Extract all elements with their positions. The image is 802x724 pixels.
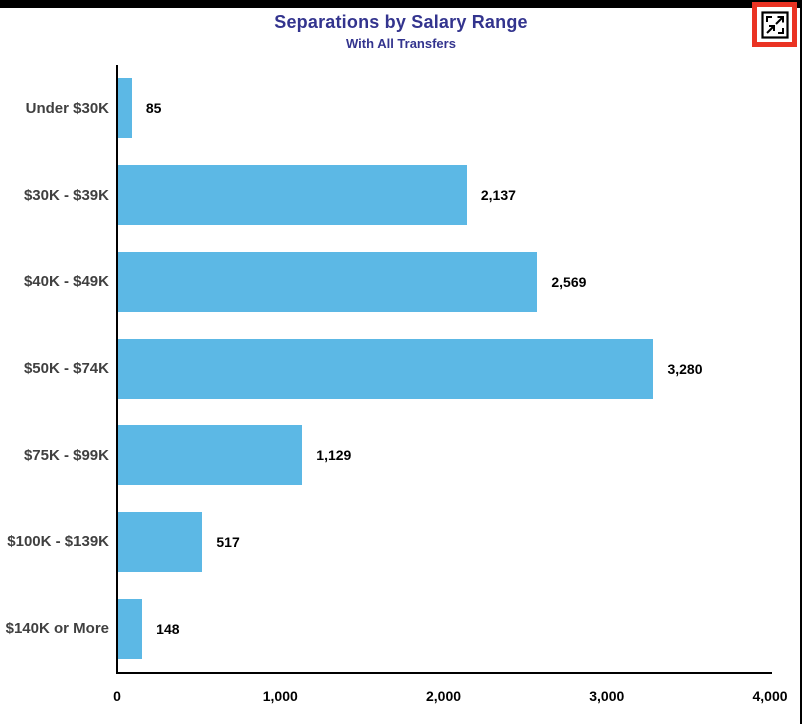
- bar-value-label: 85: [145, 100, 162, 117]
- category-label: $50K - $74K: [23, 360, 109, 378]
- y-axis-line: [116, 65, 118, 674]
- bar[interactable]: [118, 251, 538, 312]
- bar-row: 3,280: [118, 325, 771, 412]
- x-tick-label: 1,000: [262, 688, 298, 704]
- y-axis-category-labels: Under $30K $30K - $39K $40K - $49K $50K - $…: [0, 65, 109, 672]
- bar-value-label: 3,280: [667, 360, 703, 377]
- bar-value-label: 2,569: [551, 273, 587, 290]
- bar-row: 2,137: [118, 152, 771, 239]
- x-tick-label: 2,000: [425, 688, 462, 704]
- x-tick-label: 3,000: [589, 688, 625, 704]
- bars-container: 85 2,137 2,569 3,280 1,129 517 148: [118, 65, 771, 672]
- bar[interactable]: [118, 511, 203, 572]
- bar-row: 517: [118, 499, 771, 586]
- chart-title: Separations by Salary Range: [274, 12, 528, 32]
- focus-mode-icon: [760, 10, 789, 39]
- window-top-bar: [0, 0, 802, 8]
- bar-row: 85: [118, 65, 771, 152]
- x-axis-line: [116, 672, 772, 674]
- window-right-border: [800, 0, 802, 724]
- category-label: Under $30K: [25, 99, 109, 117]
- category-label: $30K - $39K: [23, 186, 109, 204]
- focus-mode-button[interactable]: [752, 2, 797, 47]
- x-tick-label: 4,000: [752, 688, 788, 704]
- category-label: $100K - $139K: [7, 533, 109, 551]
- bar-value-label: 2,137: [480, 187, 516, 204]
- bar-row: 148: [118, 585, 771, 672]
- x-axis-tick-labels: 0 1,000 2,000 3,000 4,000: [113, 688, 787, 708]
- bar[interactable]: [118, 338, 654, 399]
- bar-value-label: 148: [156, 620, 180, 637]
- chart-header: Separations by Salary Range With All Tra…: [0, 12, 802, 51]
- bar-row: 1,129: [118, 412, 771, 499]
- x-tick-label: 0: [113, 688, 121, 704]
- category-label: $75K - $99K: [23, 446, 109, 464]
- bar[interactable]: [118, 78, 132, 139]
- bar[interactable]: [118, 165, 467, 226]
- bar-value-label: 1,129: [316, 447, 352, 464]
- bar-chart: Under $30K $30K - $39K $40K - $49K $50K - $…: [0, 65, 802, 704]
- bar[interactable]: [118, 598, 143, 659]
- category-label: $40K - $49K: [23, 273, 109, 291]
- bar-value-label: 517: [216, 533, 240, 550]
- bar-row: 2,569: [118, 238, 771, 325]
- chart-subtitle: With All Transfers: [346, 36, 456, 51]
- category-label: $140K or More: [5, 620, 109, 638]
- bar[interactable]: [118, 425, 303, 486]
